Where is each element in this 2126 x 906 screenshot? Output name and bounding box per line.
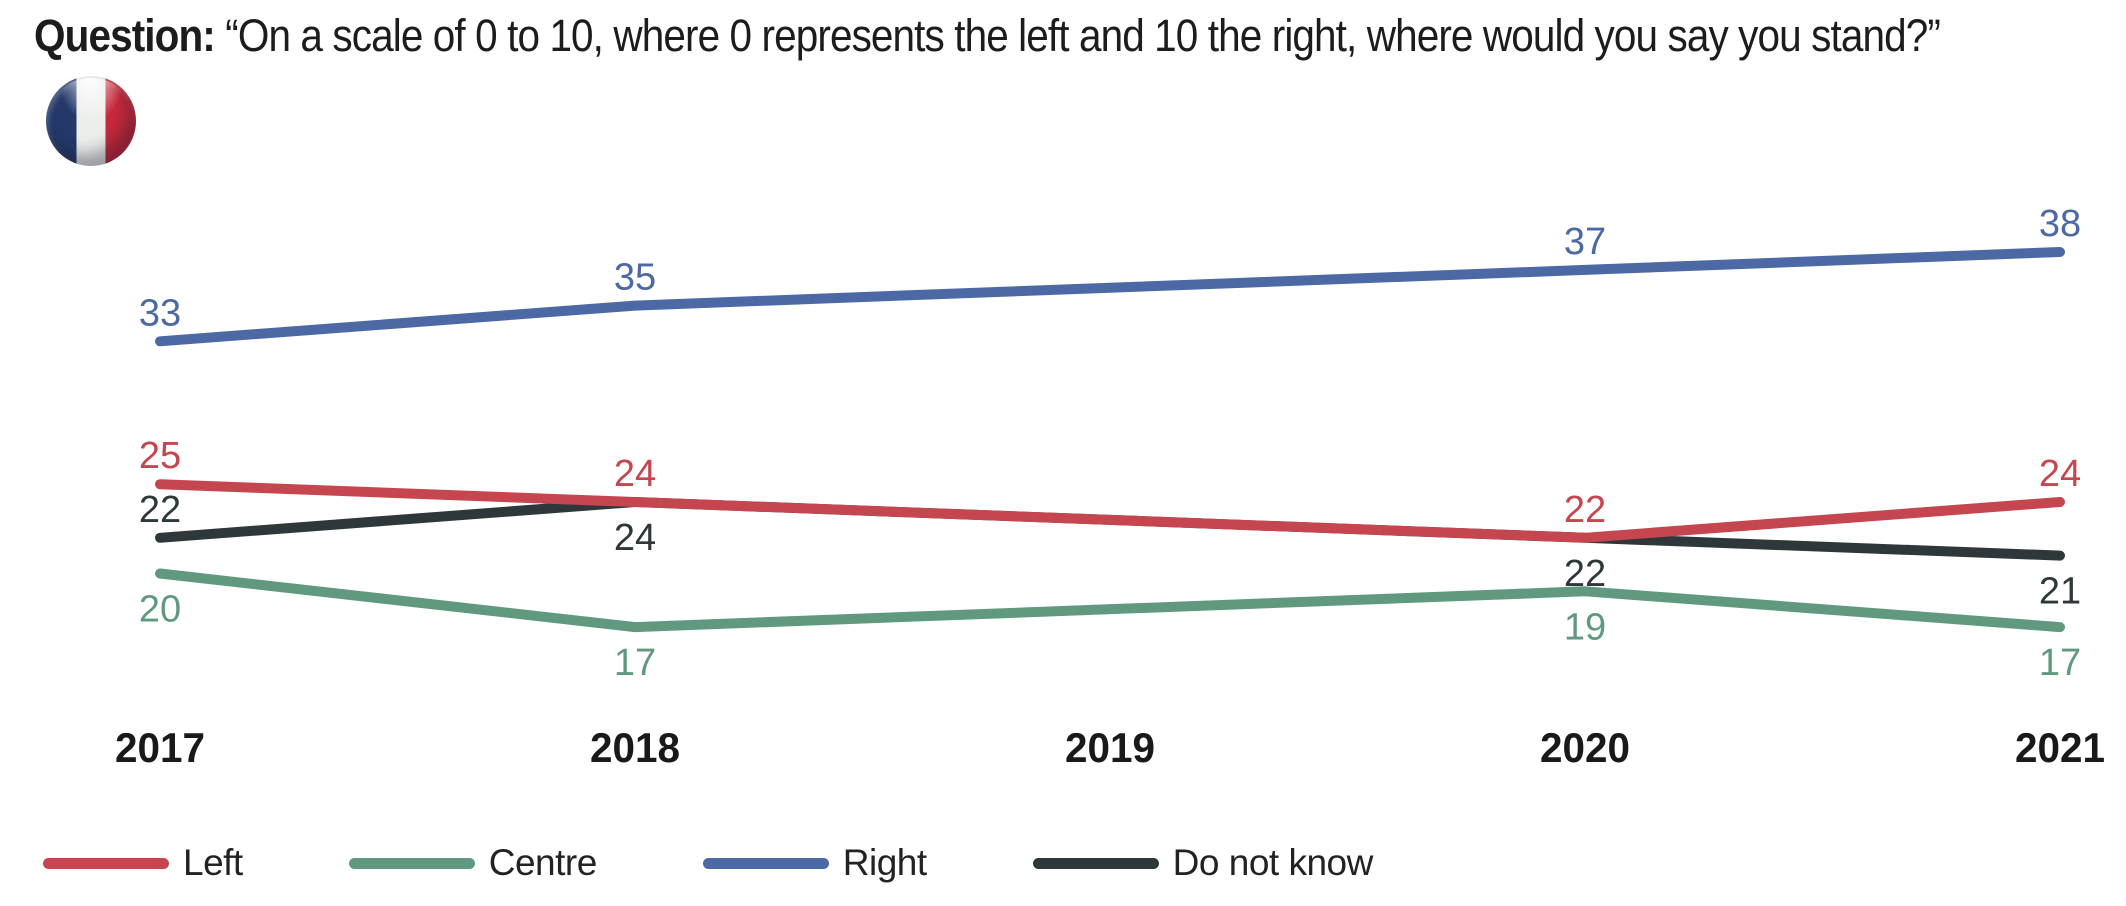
x-tick-label-2019: 2019 [1065, 724, 1155, 771]
value-label-left-2018: 24 [614, 453, 656, 495]
line-centre [155, 568, 2065, 633]
value-label-centre-2020: 19 [1564, 606, 1606, 648]
value-label-right-2020: 37 [1564, 221, 1606, 263]
value-label-right-2018: 35 [614, 257, 656, 299]
value-label-do-not-know-2020: 22 [1564, 553, 1606, 595]
value-label-do-not-know-2021: 21 [2039, 571, 2081, 613]
legend-swatch-do-not-know [1032, 857, 1159, 869]
x-tick-label-2018: 2018 [590, 724, 680, 771]
value-label-centre-2017: 20 [139, 589, 181, 631]
france-flag-icon [46, 76, 136, 166]
legend-item-centre: Centre [348, 842, 598, 884]
legend-swatch-right [702, 857, 829, 869]
value-label-left-2017: 25 [139, 435, 181, 477]
legend-swatch-left [43, 857, 169, 869]
value-label-do-not-know-2018: 24 [614, 517, 656, 559]
question-text: “On a scale of 0 to 10, where 0 represen… [225, 10, 1941, 61]
value-label-right-2021: 38 [2039, 203, 2081, 245]
line-left [155, 479, 2065, 543]
legend-label-right: Right [842, 842, 927, 883]
legend-label-left: Left [183, 842, 243, 883]
value-label-left-2021: 24 [2039, 453, 2081, 495]
question-label: Question: [34, 10, 216, 61]
page-title: Question: “On a scale of 0 to 10, where … [34, 10, 1941, 62]
legend-label-centre: Centre [488, 842, 598, 883]
x-tick-label-2021: 2021 [2015, 724, 2105, 771]
x-tick-label-2017: 2017 [115, 724, 205, 771]
value-label-centre-2021: 17 [2039, 642, 2081, 684]
value-label-do-not-know-2017: 22 [139, 489, 181, 531]
legend-swatch-centre [348, 857, 475, 869]
line-do-not-know [155, 497, 2065, 561]
value-label-right-2017: 33 [139, 292, 181, 334]
value-label-centre-2018: 17 [614, 642, 656, 684]
chart-legend: Left Centre Right Do not know [43, 838, 1373, 888]
x-tick-label-2020: 2020 [1540, 724, 1630, 771]
legend-item-left: Left [43, 842, 243, 884]
line-right [155, 247, 2065, 347]
legend-item-right: Right [702, 842, 927, 884]
value-label-left-2020: 22 [1564, 489, 1606, 531]
legend-label-do-not-know: Do not know [1172, 842, 1374, 883]
legend-item-do-not-know: Do not know [1032, 842, 1374, 884]
